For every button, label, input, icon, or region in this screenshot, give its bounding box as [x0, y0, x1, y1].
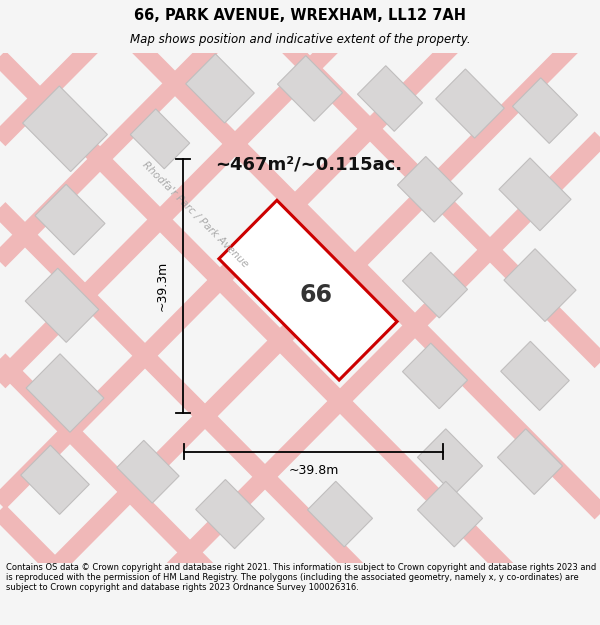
Polygon shape [35, 184, 105, 255]
Polygon shape [117, 441, 179, 503]
Polygon shape [21, 445, 89, 514]
Polygon shape [501, 341, 569, 411]
Text: 66, PARK AVENUE, WREXHAM, LL12 7AH: 66, PARK AVENUE, WREXHAM, LL12 7AH [134, 8, 466, 23]
Polygon shape [504, 249, 576, 321]
Text: Contains OS data © Crown copyright and database right 2021. This information is : Contains OS data © Crown copyright and d… [6, 562, 596, 592]
Polygon shape [397, 156, 463, 222]
Polygon shape [26, 354, 104, 432]
Polygon shape [436, 69, 504, 138]
Polygon shape [512, 78, 578, 143]
Polygon shape [499, 158, 571, 231]
Polygon shape [358, 66, 422, 131]
Polygon shape [219, 200, 397, 380]
Polygon shape [418, 429, 482, 494]
Text: Rhodfa'r Parc / Park Avenue: Rhodfa'r Parc / Park Avenue [140, 159, 250, 269]
Polygon shape [307, 481, 373, 547]
Polygon shape [186, 54, 254, 123]
Polygon shape [23, 86, 107, 172]
Polygon shape [403, 343, 467, 409]
Polygon shape [418, 481, 482, 547]
Text: ~467m²/~0.115ac.: ~467m²/~0.115ac. [215, 155, 402, 173]
Polygon shape [196, 479, 264, 549]
Text: ~39.8m: ~39.8m [289, 464, 338, 477]
Text: 66: 66 [299, 283, 332, 308]
Polygon shape [130, 109, 190, 169]
Polygon shape [25, 268, 99, 342]
Text: Map shows position and indicative extent of the property.: Map shows position and indicative extent… [130, 33, 470, 46]
Polygon shape [497, 429, 563, 494]
Polygon shape [277, 56, 343, 121]
Polygon shape [403, 253, 467, 318]
Text: ~39.3m: ~39.3m [156, 261, 169, 311]
